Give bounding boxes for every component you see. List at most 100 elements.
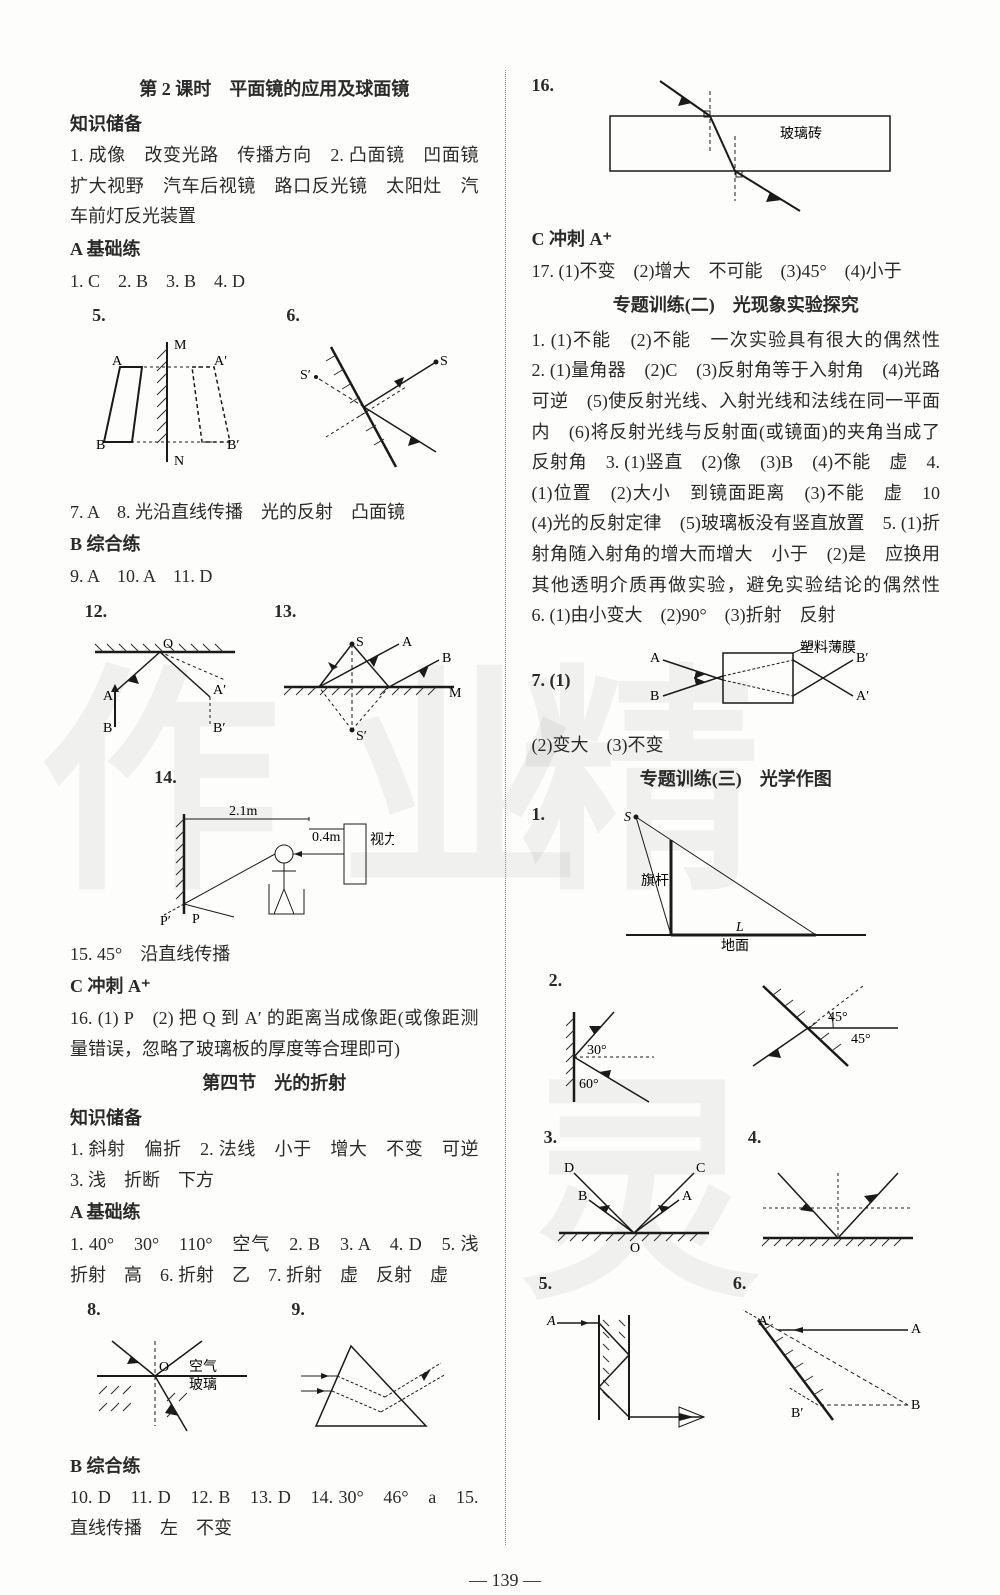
b-15: 15. 45° 沿直线传播: [70, 939, 479, 970]
diagram-t3-2a: 30° 60°: [549, 1002, 699, 1112]
q9-label: 9.: [291, 1299, 305, 1319]
d13-S: S: [356, 635, 364, 650]
d12-Bp: B′: [213, 721, 225, 736]
d6r-Ap: A′: [758, 1314, 771, 1329]
d13-Sp: S′: [356, 729, 367, 744]
c-16: 16. (1) P (2) 把 Q 到 A′ 的距离当成像距(或像距测量错误，忽…: [70, 1003, 479, 1064]
knowledge-title: 知识储备: [70, 109, 479, 140]
diagram-6: S S′: [286, 337, 456, 487]
diagram-row-t3-34: 3. O D C B A 4.: [532, 1122, 941, 1265]
d7-Ap: A′: [856, 689, 869, 704]
b-title: B 综合练: [70, 529, 479, 560]
d12-Ap: A′: [213, 683, 226, 698]
c-title: C 冲刺 A⁺: [70, 971, 479, 1002]
d5r-A: A: [546, 1314, 556, 1329]
d2-30: 30°: [587, 1043, 607, 1058]
d2-45a: 45°: [828, 1010, 848, 1025]
diagram-13: M S S′ A B: [274, 632, 464, 752]
d1-S: S: [624, 810, 631, 825]
d12-B: B: [103, 721, 112, 736]
diagram-t3-4: [748, 1158, 928, 1258]
t3-1: 1.: [532, 799, 546, 830]
diagram-r16: 玻璃砖: [600, 76, 900, 216]
zhishi2-title: 知识储备: [70, 1103, 479, 1134]
d3-C: C: [696, 1161, 705, 1176]
q6-label: 6.: [286, 305, 300, 325]
rc-17: 17. (1)不变 (2)增大 不可能 (3)45° (4)小于: [532, 256, 941, 287]
t2-7-1: 7. (1): [532, 665, 571, 696]
d6-Sp: S′: [300, 368, 311, 383]
diagram-row-14: 14. 视力表 2.1m 0.4m: [70, 762, 479, 935]
t2-body: 1. (1)不能 (2)不能 一次实验具有很大的偶然性 2. (1)量角器 (2…: [532, 325, 941, 631]
d14-chart: 视力表: [370, 832, 394, 848]
d14-P: P: [192, 912, 200, 927]
two-column-layout: 第 2 课时 平面镜的应用及球面镜 知识储备 1. 成像 改变光路 传播方向 2…: [70, 70, 940, 1545]
lesson-title: 第 2 课时 平面镜的应用及球面镜: [70, 74, 479, 105]
page-number: — 139 —: [70, 1565, 940, 1595]
t3-3: 3.: [544, 1127, 558, 1147]
d7-film: 塑料薄膜: [800, 640, 856, 656]
t3-2: 2.: [549, 970, 563, 990]
diagram-row-t3-56: 5. A 6.: [532, 1268, 941, 1436]
d7-A: A: [650, 651, 661, 666]
diagram-t3-2b: 45° 45°: [733, 971, 923, 1081]
d6r-B: B: [911, 1398, 920, 1413]
t3-5: 5.: [539, 1273, 553, 1293]
rc-title: C 冲刺 A⁺: [532, 224, 941, 255]
q13-label: 13.: [274, 601, 297, 621]
d8-air: 空气: [189, 1359, 217, 1375]
diagram-12: O A A′ B B′: [85, 632, 245, 737]
b2-title: B 综合练: [70, 1451, 479, 1482]
d1-L: L: [735, 920, 744, 935]
b2-ans: 10. D 11. D 12. B 13. D 14. 30° 46° a 15…: [70, 1482, 479, 1543]
d12-O: O: [163, 637, 173, 652]
right-column: 16. 玻璃砖 C 冲刺 A⁺ 17. (1)不变 (2)增大 不可能 (3)4…: [532, 70, 941, 1545]
diagram-9: [291, 1331, 461, 1441]
a2-ans: 1. 40° 30° 110° 空气 2. B 3. A 4. D 5. 浅 折…: [70, 1229, 479, 1290]
diagram-row-8-9: 8. 空气 玻璃 O 9.: [70, 1294, 479, 1447]
t2-7-2: (2)变大 (3)不变: [532, 730, 941, 761]
d5-Bp: B′: [227, 438, 239, 453]
d7-Bp: B′: [856, 651, 868, 666]
d7-B: B: [650, 689, 659, 704]
diagram-t2-7: A B B′ A′ 塑料薄膜: [628, 638, 888, 723]
diagram-t3-6: A A′ B B′: [733, 1305, 933, 1430]
d16-glass: 玻璃砖: [780, 125, 822, 142]
knowledge-1: 1. 成像 改变光路 传播方向 2. 凸面镜 凹面镜 扩大视野 汽车后视镜 路口…: [70, 140, 479, 232]
q12-label: 12.: [85, 601, 108, 621]
d2-60: 60°: [579, 1077, 599, 1092]
d13-M: M: [449, 686, 462, 701]
d5-Ap: A′: [214, 354, 227, 369]
diagram-14: 视力表 2.1m 0.4m P′: [154, 799, 394, 929]
d8-glass: 玻璃: [189, 1376, 217, 1393]
d14-dist2: 0.4m: [312, 830, 341, 845]
a-basic-title: A 基础练: [70, 234, 479, 265]
d5-B: B: [96, 438, 105, 453]
diagram-5: M N A A′ B B′: [92, 337, 242, 467]
q14-label: 14.: [154, 767, 177, 787]
d6-S: S: [440, 354, 448, 369]
t3-4: 4.: [748, 1127, 762, 1147]
d3-D: D: [564, 1161, 574, 1176]
diagram-row-12-13: 12. O A A′ B B′: [70, 596, 479, 759]
topic3-title: 专题训练(三) 光学作图: [532, 764, 941, 795]
topic2-title: 专题训练(二) 光现象实验探究: [532, 290, 941, 321]
d14-Pp: P′: [160, 914, 171, 929]
diagram-row-t3-2: 2. 30° 60°: [532, 965, 941, 1118]
t3-6: 6.: [733, 1273, 747, 1293]
b-9-11: 9. A 10. A 11. D: [70, 561, 479, 592]
d6r-A: A: [911, 1322, 922, 1337]
d3-A: A: [682, 1189, 693, 1204]
q8-label: 8.: [87, 1299, 101, 1319]
left-column: 第 2 课时 平面镜的应用及球面镜 知识储备 1. 成像 改变光路 传播方向 2…: [70, 70, 479, 1545]
d14-dist1: 2.1m: [229, 804, 258, 819]
d2-45b: 45°: [851, 1032, 871, 1047]
diagram-t3-3: O D C B A: [544, 1158, 724, 1258]
d3-B: B: [578, 1189, 587, 1204]
d5-N: N: [174, 454, 184, 467]
d6r-Bp: B′: [791, 1406, 803, 1421]
a-7-8: 7. A 8. 光沿直线传播 光的反射 凸面镜: [70, 497, 479, 528]
a-answers-1: 1. C 2. B 3. B 4. D: [70, 266, 479, 297]
diagram-8: 空气 玻璃 O: [87, 1331, 257, 1441]
d13-A: A: [402, 635, 413, 650]
